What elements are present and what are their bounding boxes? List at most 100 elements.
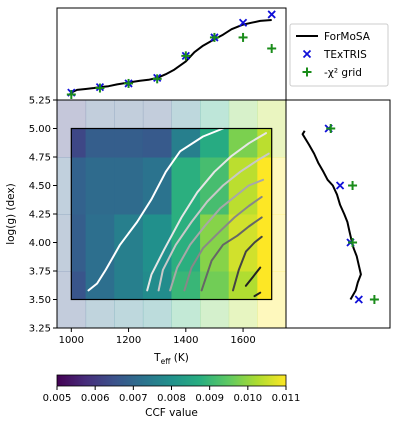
- top-chi2-point: [181, 51, 191, 61]
- heatmap-cell: [85, 157, 115, 215]
- colorbar-tick-label: 0.005: [43, 393, 72, 404]
- contour-lines: [87, 127, 270, 298]
- right-chi2-point: [326, 124, 336, 133]
- heatmap-cell: [114, 128, 144, 158]
- heatmap-cell: [142, 271, 172, 300]
- heatmap-cell: [171, 157, 201, 215]
- y-tick-label: 3.50: [29, 295, 51, 306]
- heatmap-cell: [200, 128, 230, 158]
- contour-line: [183, 195, 263, 292]
- top-chi2-point: [238, 32, 248, 42]
- contour-line: [157, 152, 270, 292]
- x-tick-label: 1200: [116, 335, 141, 346]
- heatmap-cell: [257, 271, 273, 300]
- colorbar-ticks: 0.005 0.006 0.007 0.008 0.009 0.010 0.011: [43, 386, 301, 404]
- x-marker-stroke: [335, 181, 345, 190]
- x-marker-stroke: [354, 295, 363, 304]
- legend-label-textris: TExTRIS: [323, 49, 367, 61]
- legend-plus-marker: [302, 67, 312, 77]
- x-marker-stroke: [238, 18, 248, 27]
- heatmap-cell: [228, 128, 258, 158]
- heatmap-cells: [57, 100, 287, 329]
- contour-line: [232, 235, 263, 292]
- heatmap-cell: [85, 128, 115, 158]
- heatmap-cell: [257, 214, 273, 272]
- heatmap-cell: [228, 157, 258, 215]
- y-tick-label: 4.50: [29, 181, 51, 192]
- right-chi2-point: [348, 181, 358, 190]
- x-axis-label-base: T: [153, 352, 161, 364]
- right-textris-point: [354, 295, 363, 304]
- y-tick-label: 5.25: [29, 96, 51, 107]
- top-chi2-point: [209, 32, 219, 42]
- heatmap-cell: [114, 271, 144, 300]
- colorbar-tick-label: 0.009: [195, 393, 224, 404]
- x-axis-label-unit: (K): [170, 352, 188, 364]
- heatmap-cell: [171, 214, 201, 272]
- colorbar: 0.005 0.006 0.007 0.008 0.009 0.010 0.011 CCF …: [43, 374, 301, 419]
- x-axis-label-sub: eff: [161, 357, 172, 366]
- top-chi2-point: [267, 43, 277, 53]
- colorbar-tick-label: 0.008: [157, 393, 186, 404]
- heatmap-cell: [142, 128, 172, 158]
- right-frame: [285, 99, 391, 329]
- x-tick-label: 1400: [173, 335, 198, 346]
- heatmap-cell: [71, 157, 87, 215]
- main-panel: 1000 1200 1400 1600 3.25 3.50 3.75 4.00 4.25 4.5…: [5, 96, 287, 366]
- top-textris-point: [267, 10, 276, 19]
- heatmap-cell: [85, 271, 115, 300]
- x-tick-label: 1600: [230, 335, 255, 346]
- heatmap-cell: [71, 271, 87, 300]
- y-tick-label: 4.00: [29, 238, 51, 249]
- heatmap-cell: [71, 214, 87, 272]
- right-marks: [301, 124, 379, 304]
- top-textris-point: [238, 18, 248, 27]
- y-axis-label: log(g) (dex): [5, 183, 17, 245]
- contour-line: [169, 178, 265, 292]
- colorbar-tick-label: 0.010: [234, 393, 263, 404]
- x-axis-ticks: 1000 1200 1400 1600: [59, 328, 256, 346]
- right-formosa-line: [301, 130, 362, 300]
- right-panel: [285, 99, 391, 329]
- top-frame: [56, 7, 287, 101]
- heatmap-cell: [114, 157, 144, 215]
- legend: ForMoSA TExTRIS -χ² grid: [289, 23, 389, 87]
- colorbar-tick-label: 0.006: [81, 393, 110, 404]
- top-chi2-point: [124, 78, 134, 88]
- colorbar-tick-label: 0.007: [119, 393, 148, 404]
- heatmap-cell: [171, 128, 201, 158]
- right-chi2-point: [348, 238, 358, 247]
- colorbar-label: CCF value: [145, 407, 198, 419]
- inner-box: [70, 127, 273, 301]
- y-tick-label: 4.25: [29, 210, 51, 221]
- heatmap-cell: [114, 214, 144, 272]
- right-textris-point: [335, 181, 345, 190]
- colorbar-gradient: [56, 374, 287, 387]
- legend-label-formosa: ForMoSA: [324, 31, 371, 43]
- y-tick-label: 3.75: [29, 267, 51, 278]
- contour-line: [200, 216, 263, 292]
- top-chi2-point: [66, 89, 76, 99]
- top-formosa-line: [70, 19, 272, 94]
- top-chi2-point: [152, 74, 162, 84]
- y-tick-label: 4.75: [29, 153, 51, 164]
- legend-label-chi2: -χ² grid: [324, 67, 362, 79]
- heatmap-cell: [200, 271, 230, 300]
- top-marks: [53, 10, 277, 101]
- heatmap-cell: [257, 157, 273, 215]
- top-panel: [53, 7, 287, 101]
- y-tick-label: 5.00: [29, 124, 51, 135]
- heatmap-cell: [71, 128, 87, 158]
- colorbar-tick-label: 0.011: [272, 393, 301, 404]
- contour-line: [146, 132, 267, 292]
- right-chi2-point: [369, 295, 379, 304]
- contour-line: [253, 291, 262, 298]
- x-marker-stroke: [267, 10, 276, 19]
- y-tick-label: 3.25: [29, 324, 51, 335]
- legend-x-marker: [302, 49, 312, 59]
- legend-box: [289, 23, 389, 87]
- contour-line: [87, 127, 224, 292]
- y-axis-ticks: 3.25 3.50 3.75 4.00 4.25 4.50 4.75 5.00 5.25: [29, 96, 57, 335]
- top-chi2-point: [95, 83, 105, 93]
